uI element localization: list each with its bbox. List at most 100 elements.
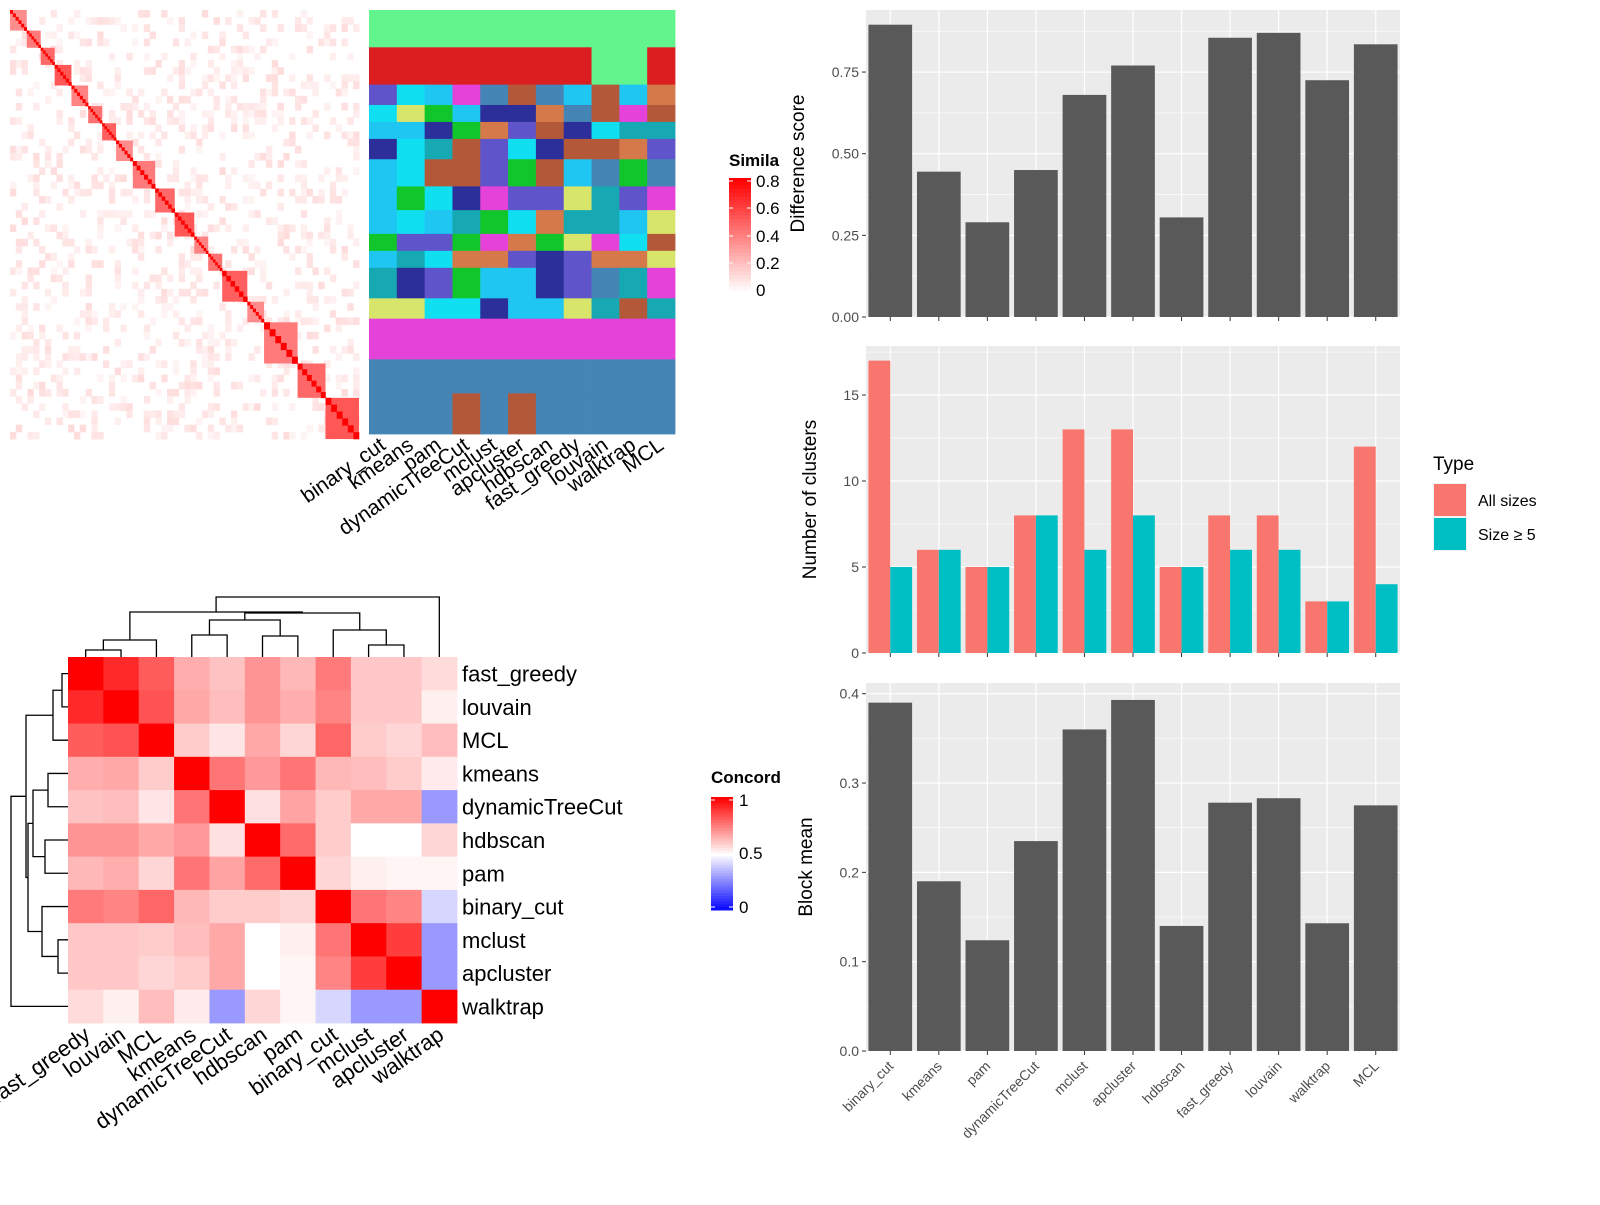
similarity-cell: [207, 360, 215, 368]
similarity-cell: [44, 417, 52, 426]
concordance-legend-swatch: [711, 893, 733, 897]
similarity-cell: [161, 431, 168, 440]
concordance-cell: [315, 856, 352, 891]
similarity-cell: [73, 431, 81, 440]
cluster-assignment-cell: [591, 64, 620, 86]
similarity-cell: [172, 102, 180, 111]
cluster-assignment-cell: [396, 10, 426, 31]
similarity-cell: [126, 131, 133, 140]
similarity-cell: [178, 17, 185, 25]
similarity-diagonal-cell: [302, 369, 308, 376]
similarity-cell: [190, 60, 197, 68]
concordance-cell: [244, 690, 281, 724]
similarity-cell: [161, 303, 168, 311]
cluster-assignment-cell: [619, 210, 648, 235]
similarity-cell: [196, 145, 203, 154]
cluster-assignment-cell: [619, 359, 648, 394]
similarity-cell: [184, 338, 191, 347]
similarity-cell: [277, 102, 284, 111]
similarity-cell: [79, 102, 87, 111]
concordance-cell: [103, 823, 140, 858]
similarity-cell: [324, 374, 331, 383]
similarity-cell: [108, 210, 116, 218]
similarity-cell: [161, 88, 168, 97]
similarity-cell: [56, 417, 63, 426]
similarity-cell: [10, 267, 17, 276]
similarity-cell: [108, 195, 116, 204]
similarity-cell: [10, 145, 17, 154]
cluster-assignment-cell: [647, 30, 676, 48]
similarity-cell: [347, 231, 354, 240]
similarity-cell: [248, 45, 255, 54]
similarity-legend-label: 0.8: [756, 172, 780, 191]
cluster-assignment-cell: [452, 186, 481, 211]
cluster-assignment-cell: [591, 159, 620, 187]
difference_score-bar: [965, 222, 1010, 317]
similarity-cell: [225, 95, 232, 104]
concordance-legend-swatch: [711, 825, 733, 829]
similarity-cell: [62, 388, 69, 397]
similarity-cell: [306, 74, 313, 82]
similarity-diagonal-cell: [264, 322, 270, 330]
similarity-cell: [306, 238, 313, 247]
similarity-cell: [283, 388, 290, 397]
similarity-cell: [68, 31, 75, 40]
similarity-cell: [137, 131, 145, 140]
concordance-cell: [244, 790, 281, 824]
similarity-cell: [33, 238, 40, 247]
difference_score-bar: [1256, 32, 1301, 318]
similarity-cell: [231, 81, 238, 90]
similarity-diagonal-cell: [50, 59, 53, 63]
similarity-cell: [277, 231, 284, 240]
similarity-legend-label: 0.4: [756, 227, 780, 246]
similarity-cell: [62, 231, 69, 240]
similarity-diagonal-cell: [320, 392, 326, 399]
similarity-cell: [265, 360, 273, 368]
cluster-assignment-cell: [591, 30, 620, 48]
similarity-diagonal-cell: [124, 150, 128, 155]
number_of_clusters-bar: [1014, 515, 1036, 653]
similarity-cell: [15, 424, 23, 433]
similarity-cell: [44, 224, 52, 233]
similarity-cell: [85, 74, 92, 82]
similarity-cell: [184, 424, 191, 433]
similarity-cell: [312, 296, 319, 304]
similarity-cell: [341, 81, 348, 90]
similarity-cell: [149, 231, 156, 240]
similarity-cell: [44, 288, 52, 297]
concordance-cell: [174, 923, 210, 957]
similarity-cell: [126, 188, 133, 197]
cluster-assignment-cell: [424, 210, 453, 235]
similarity-cell: [300, 81, 308, 90]
cluster-assignment-cell: [480, 250, 509, 269]
similarity-cell: [236, 52, 244, 61]
cluster-assignment-cell: [535, 138, 565, 160]
similarity-cell: [143, 281, 151, 290]
similarity-cell: [277, 374, 284, 383]
similarity-cell: [68, 238, 75, 247]
difference_score-bar: [916, 171, 961, 317]
cluster-assignment-cell: [508, 359, 537, 394]
similarity-cell: [306, 296, 313, 304]
cluster-assignment-cell: [369, 84, 398, 106]
block_mean-bar: [1353, 805, 1398, 1051]
similarity-cell: [260, 188, 267, 197]
similarity-cell: [242, 238, 249, 247]
similarity-cell: [56, 381, 63, 390]
similarity-cell: [114, 224, 122, 233]
similarity-cell: [353, 81, 360, 90]
similarity-legend-swatch: [729, 222, 751, 228]
cluster-assignment-cell: [647, 186, 676, 211]
similarity-cell: [44, 353, 52, 361]
similarity-cell: [341, 253, 348, 261]
cluster-assignment-cell: [369, 233, 398, 252]
similarity-cell: [85, 353, 92, 361]
cluster-assignment-cell: [647, 393, 676, 435]
cluster-assignment-cell: [647, 84, 676, 106]
similarity-cell: [236, 24, 244, 32]
similarity-cell: [341, 24, 348, 32]
concordance-cell: [68, 823, 104, 858]
similarity-cell: [353, 24, 360, 32]
similarity-cell: [306, 288, 313, 297]
